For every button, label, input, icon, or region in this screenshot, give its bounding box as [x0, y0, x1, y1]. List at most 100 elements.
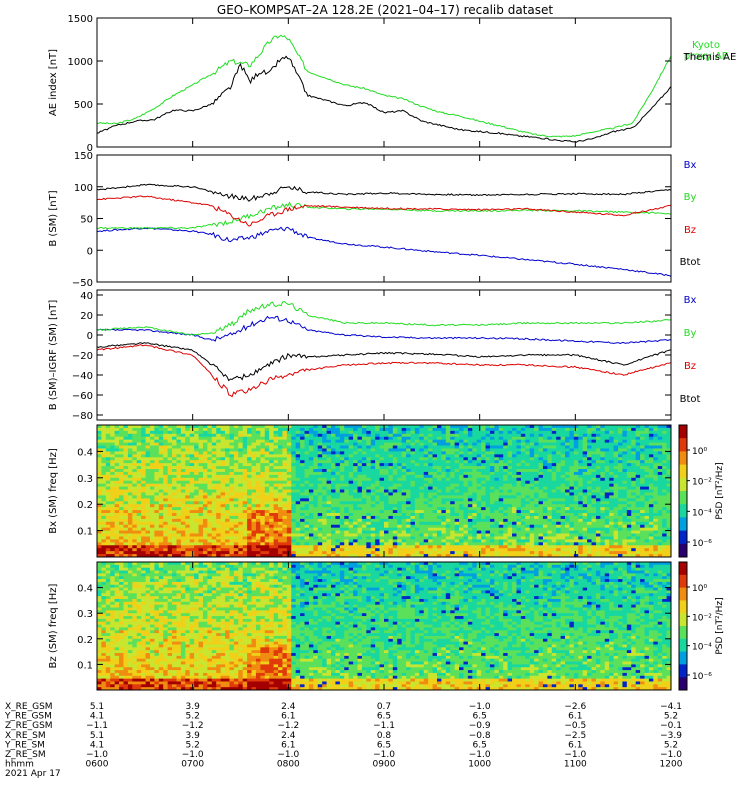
- y-tick-label: 500: [74, 100, 93, 111]
- legend-label: By: [684, 328, 697, 339]
- table-cell: −1.2: [182, 721, 204, 731]
- row-label: X_RE_SM: [5, 731, 46, 741]
- table-cell: 4.1: [90, 740, 104, 750]
- series-line-bz: [96, 195, 672, 227]
- colorbar-tick-label: 10⁰: [692, 584, 707, 594]
- colorbar-tick-label: 10⁻⁶: [692, 672, 712, 682]
- legend-label: Bz: [684, 225, 696, 236]
- y-axis-label: Bz (SM) freq [Hz]: [48, 583, 59, 668]
- table-cell: 0700: [181, 760, 204, 770]
- y-tick-label: 0.2: [77, 500, 93, 511]
- table-cell: −1.1: [373, 721, 395, 731]
- series-line-bx: [96, 226, 672, 277]
- table-cell: 5.2: [664, 740, 678, 750]
- legend-label: Kyoto proxy AE: [684, 40, 728, 62]
- series-line-kyoto-proxy-ae: [96, 34, 672, 138]
- table-cell: 2.4: [281, 731, 296, 741]
- table-cell: −0.9: [469, 721, 491, 731]
- table-cell: 6.5: [377, 712, 391, 722]
- colorbar-tick-label: 10⁻²: [692, 478, 712, 488]
- table-cell: −1.1: [86, 721, 108, 731]
- y-axis-label: B (SM) [nT]: [48, 190, 59, 246]
- table-cell: 5.2: [186, 712, 200, 722]
- row-label: Z_RE_GSM: [5, 721, 53, 731]
- y-tick-label: −20: [72, 351, 93, 362]
- y-tick-label: 1500: [68, 14, 93, 25]
- legend-label: Btot: [680, 394, 701, 405]
- colorbar-tick-label: 10⁻²: [692, 613, 712, 623]
- panel-2: Bx By Bz Btot −50 0 50 100 150 B (SM) [nT]: [48, 151, 700, 289]
- y-tick-label: 0.3: [77, 609, 93, 620]
- table-cell: −1.0: [277, 750, 299, 760]
- table-cell: 0.8: [377, 731, 392, 741]
- table-cell: 0.7: [377, 702, 391, 712]
- series-line-by: [96, 300, 672, 336]
- row-label: Z_RE_SM: [5, 750, 46, 760]
- table-cell: −1.0: [86, 750, 108, 760]
- colorbar-label: PSD [nT²/Hz]: [715, 597, 725, 654]
- table-cell: −4.1: [660, 702, 682, 712]
- time-axis-table: X_RE_GSMY_RE_GSMZ_RE_GSMX_RE_SMY_RE_SMZ_…: [4, 702, 683, 779]
- y-tick-label: 0: [87, 246, 93, 257]
- panel-frame: [96, 17, 672, 148]
- table-cell: 3.9: [186, 702, 201, 712]
- legend-label: By: [684, 192, 697, 203]
- series-line-by: [96, 201, 672, 230]
- legend-label: Bx: [684, 295, 697, 306]
- table-cell: −0.8: [469, 731, 491, 741]
- spectrogram-cells: [97, 562, 672, 691]
- table-cell: 1100: [564, 760, 587, 770]
- table-cell: 5.2: [186, 740, 200, 750]
- table-cell: 5.1: [90, 731, 104, 741]
- y-tick-label: 0.4: [77, 584, 93, 595]
- y-tick-label: −50: [72, 278, 93, 289]
- y-tick-label: 0.3: [77, 474, 93, 485]
- table-cell: −1.2: [277, 721, 299, 731]
- colorbar: [678, 561, 688, 691]
- panel-3: Bx By Bz Btot −80 −60 −40 −20 0 20 40 B (SM)–IGRF (…: [48, 289, 701, 422]
- table-cell: 4.1: [90, 712, 104, 722]
- date-label: 2021 Apr 17: [5, 769, 61, 779]
- spectrogram-cells: [97, 425, 672, 558]
- table-cell: −1.0: [469, 702, 491, 712]
- table-cell: 5.1: [90, 702, 104, 712]
- colorbar-tick-label: 10⁻⁶: [692, 539, 712, 549]
- y-tick-label: 0.4: [77, 447, 93, 458]
- row-label: X_RE_GSM: [5, 702, 53, 712]
- colorbar-tick-label: 10⁻⁴: [692, 643, 712, 653]
- y-tick-label: 50: [80, 215, 93, 226]
- table-cell: −3.9: [660, 731, 682, 741]
- panel-frame: [96, 289, 672, 421]
- y-tick-label: 0: [87, 143, 93, 154]
- series-line-btot: [96, 183, 672, 202]
- y-tick-label: 0.2: [77, 635, 93, 646]
- table-cell: 0600: [86, 760, 109, 770]
- table-cell: −2.6: [564, 702, 586, 712]
- y-tick-label: 0: [87, 331, 93, 342]
- table-cell: 0900: [373, 760, 396, 770]
- table-cell: 0800: [277, 760, 300, 770]
- table-cell: 6.1: [568, 712, 582, 722]
- table-cell: 6.5: [473, 740, 487, 750]
- colorbar-tick-label: 10⁰: [692, 447, 707, 457]
- colorbar-tick-label: 10⁻⁴: [692, 508, 712, 518]
- table-cell: −1.0: [660, 750, 682, 760]
- legend-label: Btot: [680, 257, 701, 268]
- panel-4: 10⁰ 10⁻² 10⁻⁴ 10⁻⁶ PSD [nT²/Hz] 0.1 0.2 0.3 0.4 B…: [48, 424, 725, 558]
- table-cell: 3.9: [186, 731, 201, 741]
- y-axis-label: Bx (SM) freq [Hz]: [48, 448, 59, 534]
- table-cell: −0.5: [564, 721, 586, 731]
- y-axis-label: AE index [nT]: [48, 49, 59, 116]
- series-line-btot: [96, 342, 672, 382]
- y-tick-label: 150: [74, 151, 93, 162]
- table-cell: −1.0: [564, 750, 586, 760]
- legend-label: Themis AE: [683, 52, 737, 63]
- y-tick-label: −60: [72, 391, 93, 402]
- y-tick-label: 20: [80, 311, 93, 322]
- series-line-themis-ae: [97, 55, 672, 143]
- table-cell: 1000: [468, 760, 491, 770]
- table-cell: 6.5: [473, 712, 487, 722]
